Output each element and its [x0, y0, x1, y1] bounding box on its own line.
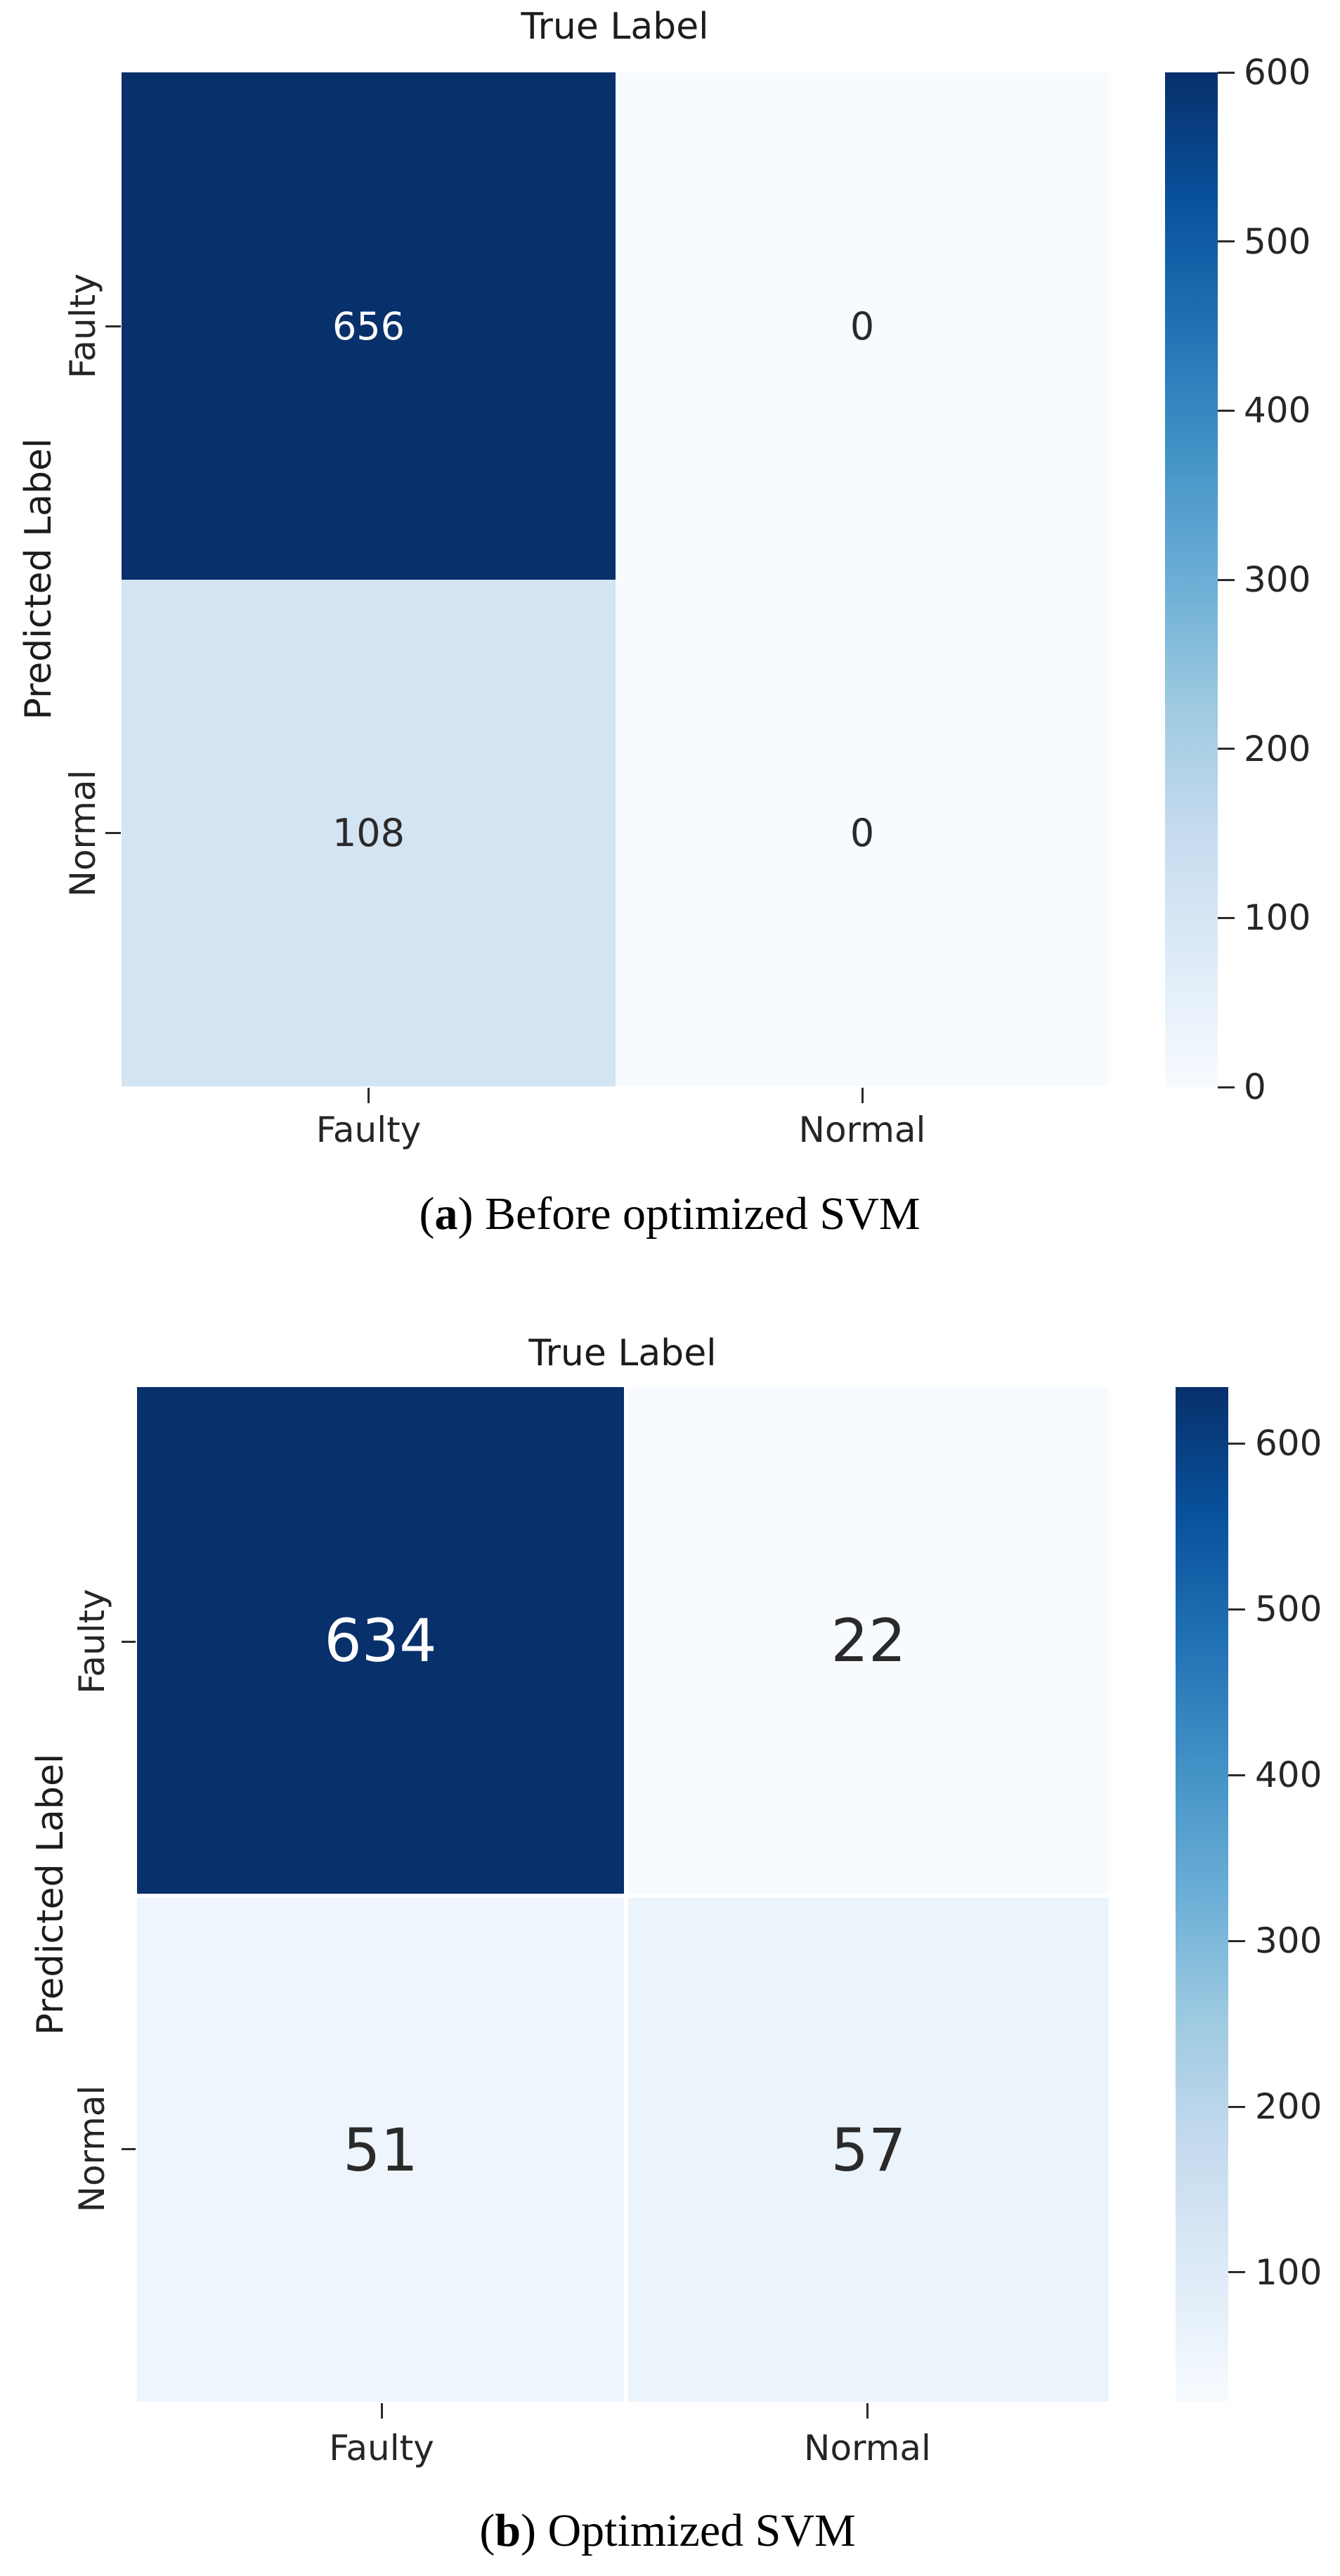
x-tick-label: Faulty [329, 2428, 434, 2468]
x-tick-mark [380, 2403, 383, 2419]
x-tick-label: Faulty [316, 1110, 422, 1150]
colorbar-tick-label: 500 [1244, 221, 1311, 262]
cell-value: 656 [332, 304, 405, 349]
cell-value: 634 [324, 1606, 437, 1675]
colorbar-tick-label: 400 [1255, 1755, 1322, 1796]
colorbar [1165, 72, 1218, 1087]
heatmap-cell: 51 [137, 1898, 624, 2402]
y-tick-label: Faulty [72, 1589, 112, 1694]
colorbar-tick-label: 600 [1244, 52, 1311, 93]
caption-a-text: ) Before optimized SVM [457, 1188, 921, 1240]
caption-b-text: ) Optimized SVM [521, 2505, 856, 2556]
caption-a-open: ( [419, 1188, 435, 1240]
heatmap-cell: 22 [628, 1387, 1109, 1894]
colorbar-tick-mark [1218, 1086, 1235, 1088]
heatmap-cell: 57 [628, 1898, 1109, 2402]
colorbar-tick-label: 600 [1255, 1423, 1322, 1464]
heatmap-cell: 656 [122, 72, 616, 580]
colorbar-tick-mark [1228, 2271, 1245, 2274]
colorbar-tick-mark [1218, 240, 1235, 243]
colorbar-tick-mark [1218, 748, 1235, 750]
colorbar-tick-label: 500 [1255, 1589, 1322, 1630]
colorbar-tick-mark [1228, 1442, 1245, 1445]
colorbar-tick-label: 200 [1255, 2086, 1322, 2127]
y-tick-mark [105, 832, 121, 834]
figure-a-title: True Label [521, 6, 709, 48]
colorbar-tick-mark [1228, 1608, 1245, 1611]
cell-value: 22 [831, 1606, 906, 1675]
heatmap-cell: 0 [616, 72, 1109, 580]
caption-b-label: b [495, 2505, 521, 2556]
y-tick-label: Normal [63, 769, 103, 897]
colorbar-tick-mark [1228, 1774, 1245, 1776]
colorbar-tick-label: 200 [1244, 728, 1311, 769]
colorbar-tick-label: 400 [1244, 390, 1311, 431]
colorbar-tick-mark [1218, 409, 1235, 412]
cell-value: 0 [850, 811, 875, 855]
figure-b-title: True Label [528, 1332, 717, 1374]
y-tick-mark [122, 2147, 136, 2150]
heatmap-cell: 0 [616, 580, 1109, 1086]
colorbar [1176, 1387, 1228, 2402]
figure-b-ylabel: Predicted Label [30, 1753, 72, 2036]
figure-a-caption: (a) Before optimized SVM [419, 1188, 920, 1241]
colorbar-tick-label: 300 [1244, 559, 1311, 600]
cell-value: 51 [343, 2115, 418, 2185]
colorbar-tick-mark [1228, 1939, 1245, 1942]
x-tick-label: Normal [798, 1110, 926, 1150]
colorbar-tick-mark [1218, 578, 1235, 581]
x-tick-label: Normal [804, 2428, 931, 2468]
colorbar-tick-mark [1218, 71, 1235, 74]
x-tick-mark [861, 1088, 864, 1103]
y-tick-label: Faulty [63, 273, 103, 379]
figure-a-ylabel: Predicted Label [18, 438, 60, 720]
x-tick-mark [367, 1088, 370, 1103]
x-tick-mark [866, 2403, 869, 2419]
colorbar-tick-label: 300 [1255, 1920, 1322, 1962]
y-tick-label: Normal [72, 2085, 112, 2213]
caption-b-open: ( [479, 2505, 495, 2556]
cell-value: 0 [850, 304, 875, 349]
figure-b-caption: (b) Optimized SVM [479, 2504, 855, 2558]
y-tick-mark [122, 1640, 136, 1643]
colorbar-tick-mark [1218, 916, 1235, 919]
y-tick-mark [105, 325, 121, 327]
colorbar-tick-label: 0 [1244, 1067, 1266, 1107]
heatmap-cell: 108 [122, 580, 616, 1086]
heatmap-cell: 634 [137, 1387, 624, 1894]
colorbar-tick-mark [1228, 2105, 1245, 2108]
colorbar-tick-label: 100 [1255, 2251, 1322, 2293]
colorbar-tick-label: 100 [1244, 897, 1311, 939]
caption-a-label: a [434, 1188, 458, 1240]
cell-value: 57 [831, 2115, 906, 2185]
cell-value: 108 [332, 811, 405, 855]
